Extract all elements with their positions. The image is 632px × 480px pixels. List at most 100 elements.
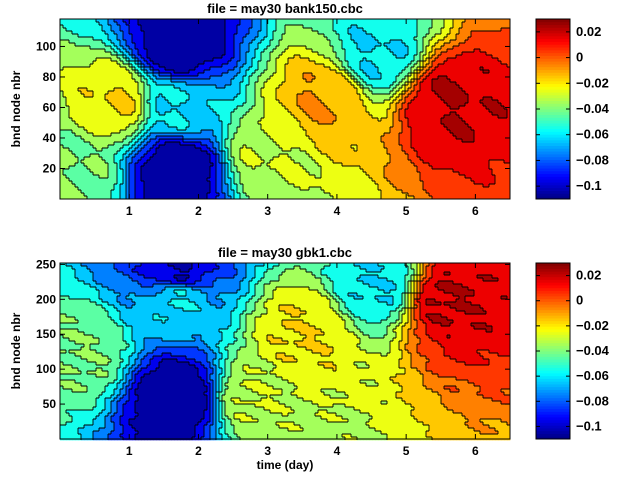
heatmap-cell (447, 61, 450, 64)
heatmap-cell (402, 22, 405, 25)
heatmap-cell (219, 100, 222, 103)
heatmap-cell (135, 40, 138, 43)
heatmap-cell (267, 37, 270, 40)
heatmap-cell (234, 52, 237, 55)
heatmap-cell (153, 118, 156, 121)
heatmap-cell (156, 49, 159, 52)
heatmap-cell (270, 94, 273, 97)
heatmap-cell (393, 67, 396, 70)
heatmap-cell (240, 43, 243, 46)
heatmap-cell (390, 25, 393, 28)
heatmap-cell (327, 94, 330, 97)
heatmap-cell (360, 31, 363, 34)
heatmap-cell (198, 88, 201, 91)
heatmap-cell (255, 52, 258, 55)
heatmap-cell (75, 103, 78, 106)
heatmap-cell (165, 112, 168, 115)
heatmap-cell (135, 109, 138, 112)
heatmap-cell (72, 55, 75, 58)
heatmap-cell (120, 103, 123, 106)
heatmap-cell (264, 97, 267, 100)
heatmap-cell (372, 79, 375, 82)
heatmap-cell (345, 52, 348, 55)
heatmap-cell (339, 52, 342, 55)
heatmap-cell (375, 79, 378, 82)
heatmap-cell (168, 52, 171, 55)
heatmap-cell (276, 28, 279, 31)
heatmap-cell (228, 49, 231, 52)
heatmap-cell (156, 97, 159, 100)
heatmap-cell (108, 118, 111, 121)
heatmap-cell (285, 64, 288, 67)
heatmap-cell (336, 94, 339, 97)
heatmap-cell (387, 115, 390, 118)
heatmap-cell (117, 100, 120, 103)
heatmap-cell (285, 82, 288, 85)
heatmap-cell (435, 61, 438, 64)
heatmap-cell (75, 97, 78, 100)
heatmap-cell (153, 31, 156, 34)
heatmap-cell (468, 94, 471, 97)
heatmap-cell (168, 91, 171, 94)
heatmap-cell (504, 43, 507, 46)
heatmap-cell (486, 79, 489, 82)
heatmap-cell (69, 46, 72, 49)
heatmap-cell (78, 112, 81, 115)
heatmap-cell (501, 31, 504, 34)
heatmap-cell (330, 97, 333, 100)
heatmap-cell (381, 46, 384, 49)
heatmap-cell (144, 37, 147, 40)
heatmap-cell (462, 100, 465, 103)
heatmap-cell (396, 46, 399, 49)
heatmap-cell (276, 73, 279, 76)
heatmap-cell (498, 46, 501, 49)
heatmap-cell (393, 112, 396, 115)
heatmap-cell (477, 37, 480, 40)
heatmap-cell (504, 28, 507, 31)
heatmap-cell (84, 46, 87, 49)
heatmap-cell (426, 37, 429, 40)
heatmap-cell (189, 22, 192, 25)
heatmap-cell (78, 82, 81, 85)
heatmap-cell (93, 25, 96, 28)
heatmap-cell (81, 115, 84, 118)
heatmap-cell (192, 79, 195, 82)
heatmap-cell (348, 52, 351, 55)
heatmap-cell (237, 40, 240, 43)
heatmap-cell (81, 103, 84, 106)
heatmap-cell (411, 31, 414, 34)
heatmap-cell (282, 22, 285, 25)
heatmap-cell (153, 46, 156, 49)
heatmap-cell (366, 55, 369, 58)
heatmap-cell (180, 97, 183, 100)
heatmap-cell (471, 46, 474, 49)
heatmap-cell (486, 25, 489, 28)
heatmap-cell (423, 112, 426, 115)
heatmap-cell (285, 67, 288, 70)
heatmap-cell (468, 70, 471, 73)
heatmap-cell (303, 91, 306, 94)
heatmap-cell (336, 112, 339, 115)
heatmap-cell (255, 40, 258, 43)
heatmap-cell (498, 82, 501, 85)
heatmap-cell (285, 31, 288, 34)
heatmap-cell (477, 70, 480, 73)
heatmap-cell (387, 67, 390, 70)
heatmap-cell (177, 40, 180, 43)
heatmap-cell (366, 103, 369, 106)
heatmap-cell (390, 106, 393, 109)
heatmap-cell (69, 85, 72, 88)
heatmap-cell (381, 112, 384, 115)
heatmap-cell (210, 55, 213, 58)
heatmap-cell (432, 103, 435, 106)
heatmap-cell (369, 22, 372, 25)
heatmap-cell (195, 22, 198, 25)
heatmap-cell (486, 82, 489, 85)
heatmap-cell (321, 40, 324, 43)
heatmap-cell (153, 91, 156, 94)
heatmap-cell (465, 46, 468, 49)
heatmap-cell (483, 34, 486, 37)
heatmap-cell (132, 112, 135, 115)
heatmap-cell (396, 52, 399, 55)
heatmap-cell (357, 28, 360, 31)
